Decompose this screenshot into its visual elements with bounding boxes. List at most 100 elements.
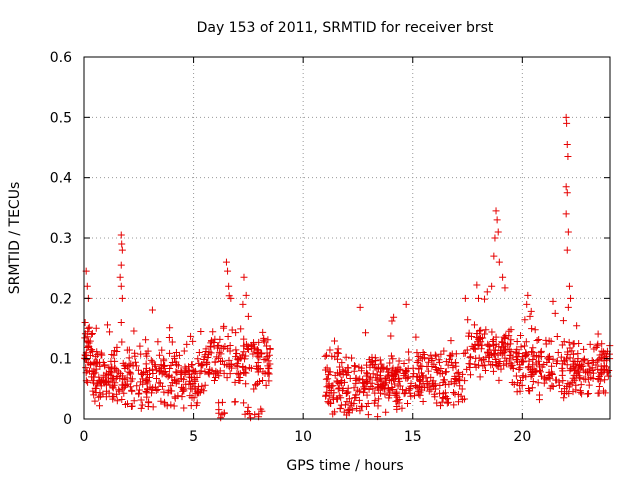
data-point <box>471 360 479 368</box>
data-point <box>196 369 204 377</box>
y-tick-labels: 0 0.1 0.2 0.3 0.4 0.5 0.6 <box>50 50 72 428</box>
data-point <box>601 389 609 397</box>
data-point <box>510 380 518 388</box>
data-point <box>393 405 401 413</box>
data-point <box>255 364 263 372</box>
data-point <box>131 358 139 366</box>
data-point <box>449 388 457 396</box>
data-point <box>120 383 128 391</box>
data-point <box>481 366 489 374</box>
data-point <box>160 369 168 377</box>
data-point <box>151 362 159 370</box>
data-point <box>92 388 100 396</box>
data-point <box>427 373 435 381</box>
data-point <box>454 398 462 406</box>
data-point <box>565 390 573 398</box>
data-point <box>433 368 441 376</box>
data-point <box>130 397 138 405</box>
data-point <box>388 369 396 377</box>
data-point <box>111 365 119 373</box>
data-point <box>527 307 535 315</box>
data-point <box>475 361 483 369</box>
data-point <box>573 322 581 330</box>
data-point <box>409 364 417 372</box>
data-point <box>137 350 145 358</box>
data-point <box>373 376 381 384</box>
data-point <box>348 354 356 362</box>
data-point <box>117 318 125 326</box>
data-point <box>92 360 100 368</box>
data-point <box>152 374 160 382</box>
data-point <box>239 363 247 371</box>
data-point <box>136 342 144 350</box>
data-point <box>414 357 422 365</box>
data-point <box>528 384 536 392</box>
data-point <box>334 345 342 353</box>
data-point <box>160 398 168 406</box>
data-point <box>186 392 194 400</box>
data-point <box>142 368 150 376</box>
data-point <box>355 363 363 371</box>
x-tick-labels: 0 5 10 15 20 <box>80 429 532 445</box>
data-point <box>115 386 123 394</box>
data-point <box>222 258 230 266</box>
data-point <box>201 381 209 389</box>
data-point <box>384 385 392 393</box>
data-point <box>193 399 201 407</box>
data-point <box>337 401 345 409</box>
data-point <box>466 354 474 362</box>
data-point <box>346 374 354 382</box>
data-point <box>581 368 589 376</box>
data-point <box>345 409 353 417</box>
data-point <box>108 375 116 383</box>
data-point <box>353 405 361 413</box>
axis-ticks <box>83 56 610 420</box>
data-point <box>322 375 330 383</box>
data-point <box>144 385 152 393</box>
data-point <box>145 399 153 407</box>
data-point <box>371 354 379 362</box>
data-point <box>449 364 457 372</box>
data-point <box>331 337 339 345</box>
data-point <box>90 373 98 381</box>
data-point <box>410 370 418 378</box>
data-point <box>459 396 467 404</box>
data-point <box>216 357 224 365</box>
data-point <box>359 379 367 387</box>
data-point <box>135 386 143 394</box>
data-point <box>203 360 211 368</box>
data-point <box>562 113 570 121</box>
data-point <box>96 392 104 400</box>
data-point <box>476 373 484 381</box>
data-point <box>102 381 110 389</box>
data-point <box>206 365 214 373</box>
data-point <box>334 378 342 386</box>
data-point <box>168 387 176 395</box>
data-point <box>435 356 443 364</box>
data-point <box>342 353 350 361</box>
data-point <box>512 372 520 380</box>
data-point <box>90 358 98 366</box>
data-point <box>562 210 570 218</box>
data-point <box>384 368 392 376</box>
data-point <box>339 366 347 374</box>
data-point <box>240 342 248 350</box>
data-point <box>202 345 210 353</box>
data-point <box>501 333 509 341</box>
data-point <box>475 335 483 343</box>
data-point <box>204 369 212 377</box>
data-point <box>563 189 571 197</box>
data-point <box>168 338 176 346</box>
data-point <box>122 380 130 388</box>
data-point <box>352 376 360 384</box>
data-point <box>594 375 602 383</box>
data-point <box>334 395 342 403</box>
data-point <box>565 338 573 346</box>
data-point <box>261 338 269 346</box>
data-point <box>151 361 159 369</box>
y-tick-label: 0.6 <box>50 50 72 66</box>
data-point <box>328 352 336 360</box>
data-point <box>563 140 571 148</box>
data-point <box>513 388 521 396</box>
data-point <box>537 352 545 360</box>
